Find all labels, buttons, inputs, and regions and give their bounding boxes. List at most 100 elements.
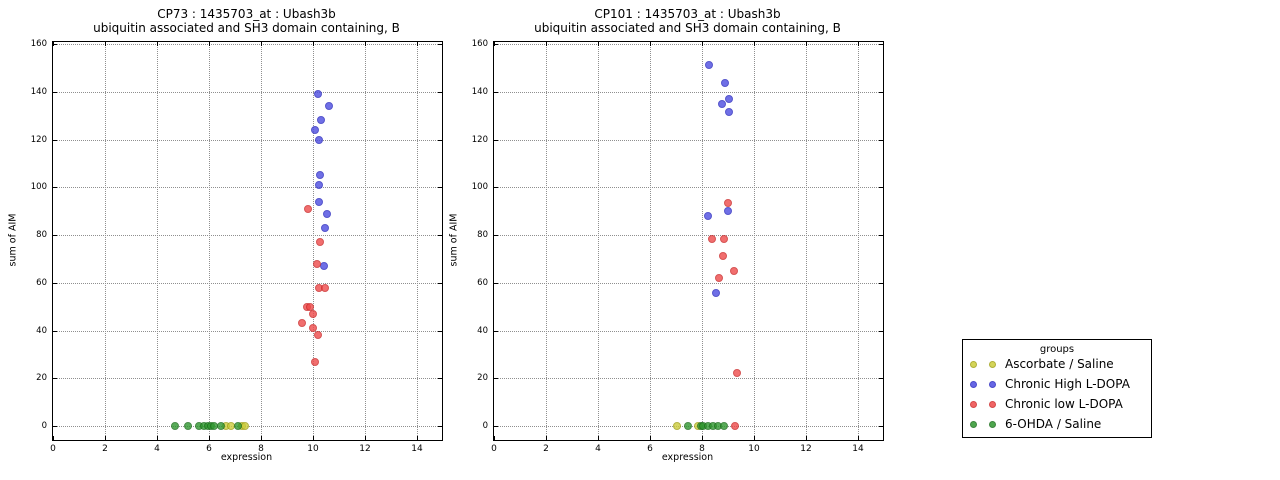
gridline — [53, 91, 442, 93]
x-tick-label: 0 — [491, 444, 497, 454]
x-tick-label: 14 — [411, 444, 423, 454]
gridline — [650, 42, 651, 440]
axis-tick — [702, 42, 703, 46]
x-tick-label: 12 — [359, 444, 371, 454]
axis-tick — [494, 436, 495, 440]
axis-tick — [598, 436, 599, 440]
axis-tick — [858, 42, 859, 46]
data-point — [317, 116, 326, 125]
y-tick-label: 140 — [30, 86, 47, 97]
axis-tick — [157, 42, 158, 46]
axis-tick — [53, 139, 57, 141]
data-point — [315, 135, 324, 144]
axis-tick — [806, 436, 807, 440]
y-tick-label: 160 — [30, 39, 47, 49]
y-tick-label: 0 — [482, 421, 488, 431]
axis-tick — [879, 378, 883, 380]
axis-tick — [879, 235, 883, 236]
axis-tick — [494, 187, 498, 189]
gridline — [365, 42, 366, 440]
gridline — [53, 378, 442, 380]
axis-tick — [261, 42, 262, 46]
data-point — [313, 90, 322, 99]
gridline — [494, 378, 883, 380]
data-point — [672, 422, 681, 430]
x-tick-label: 4 — [154, 444, 160, 454]
y-tick-label: 40 — [477, 325, 488, 336]
data-point — [315, 180, 324, 189]
x-tick-label: 6 — [206, 444, 212, 454]
axis-tick — [365, 436, 366, 440]
data-point — [311, 125, 320, 134]
data-point — [719, 234, 728, 243]
legend-item: Ascorbate / Saline — [963, 355, 1151, 375]
gridline — [53, 139, 442, 141]
data-point — [724, 108, 733, 117]
axis-tick — [879, 330, 883, 332]
data-point — [310, 357, 319, 366]
axis-tick — [650, 42, 651, 46]
axis-tick — [417, 42, 418, 46]
data-point — [729, 266, 738, 275]
axis-tick — [365, 42, 366, 46]
legend-item-label: Ascorbate / Saline — [1005, 357, 1114, 371]
gridline — [494, 91, 883, 93]
y-tick-label: 40 — [36, 325, 47, 336]
axis-tick — [438, 426, 442, 427]
data-point — [684, 422, 693, 430]
data-point — [315, 197, 324, 206]
data-point — [718, 99, 727, 108]
axis-tick — [157, 436, 158, 440]
data-point — [308, 324, 317, 333]
gridline — [546, 42, 547, 440]
data-point — [309, 309, 317, 318]
plot-title-cp73: CP73 : 1435703_at : Ubash3b — [157, 7, 336, 21]
data-point — [703, 211, 712, 220]
plot-title-cp101: CP101 : 1435703_at : Ubash3b — [594, 7, 781, 21]
y-tick-label: 20 — [477, 373, 488, 384]
axis-tick — [438, 282, 442, 284]
y-tick-label: 60 — [477, 277, 488, 288]
data-point — [720, 422, 729, 430]
axis-tick — [261, 436, 262, 440]
legend-item: 6-OHDA / Saline — [963, 415, 1151, 435]
axis-tick — [313, 436, 314, 440]
gridline — [494, 44, 883, 45]
gridline — [806, 42, 807, 440]
x-tick-label: 12 — [800, 444, 812, 454]
axis-tick — [702, 436, 703, 440]
legend: groups Ascorbate / Saline Chronic High L-… — [962, 339, 1152, 438]
data-point — [708, 234, 717, 243]
axis-tick — [879, 282, 883, 284]
y-tick-label: 120 — [471, 134, 488, 145]
x-axis-label-cp73: expression — [220, 452, 273, 463]
axis-tick — [438, 91, 442, 93]
axis-tick — [494, 139, 498, 141]
x-tick-label: 10 — [748, 444, 760, 454]
data-point — [731, 422, 740, 430]
axis-tick — [546, 42, 547, 46]
axis-tick — [879, 139, 883, 141]
axis-tick — [754, 42, 755, 46]
data-point — [721, 79, 730, 88]
x-tick-label: 2 — [102, 444, 108, 454]
x-tick-label: 8 — [699, 444, 705, 454]
y-tick-label: 120 — [30, 134, 47, 145]
axis-tick — [53, 44, 57, 45]
legend-item-label: Chronic low L-DOPA — [1005, 397, 1123, 411]
legend-item-label: Chronic High L-DOPA — [1005, 377, 1130, 391]
x-tick-label: 6 — [647, 444, 653, 454]
data-point — [312, 259, 321, 268]
gridline — [417, 42, 418, 440]
axis-tick — [105, 436, 106, 440]
data-point — [320, 262, 329, 271]
data-point — [715, 273, 724, 282]
y-tick-label: 20 — [36, 373, 47, 384]
axis-tick — [879, 44, 883, 45]
axis-tick — [494, 282, 498, 284]
data-point — [171, 422, 180, 430]
data-point — [712, 289, 721, 298]
gridline — [53, 235, 442, 236]
data-point — [216, 422, 225, 430]
data-point — [304, 204, 313, 213]
